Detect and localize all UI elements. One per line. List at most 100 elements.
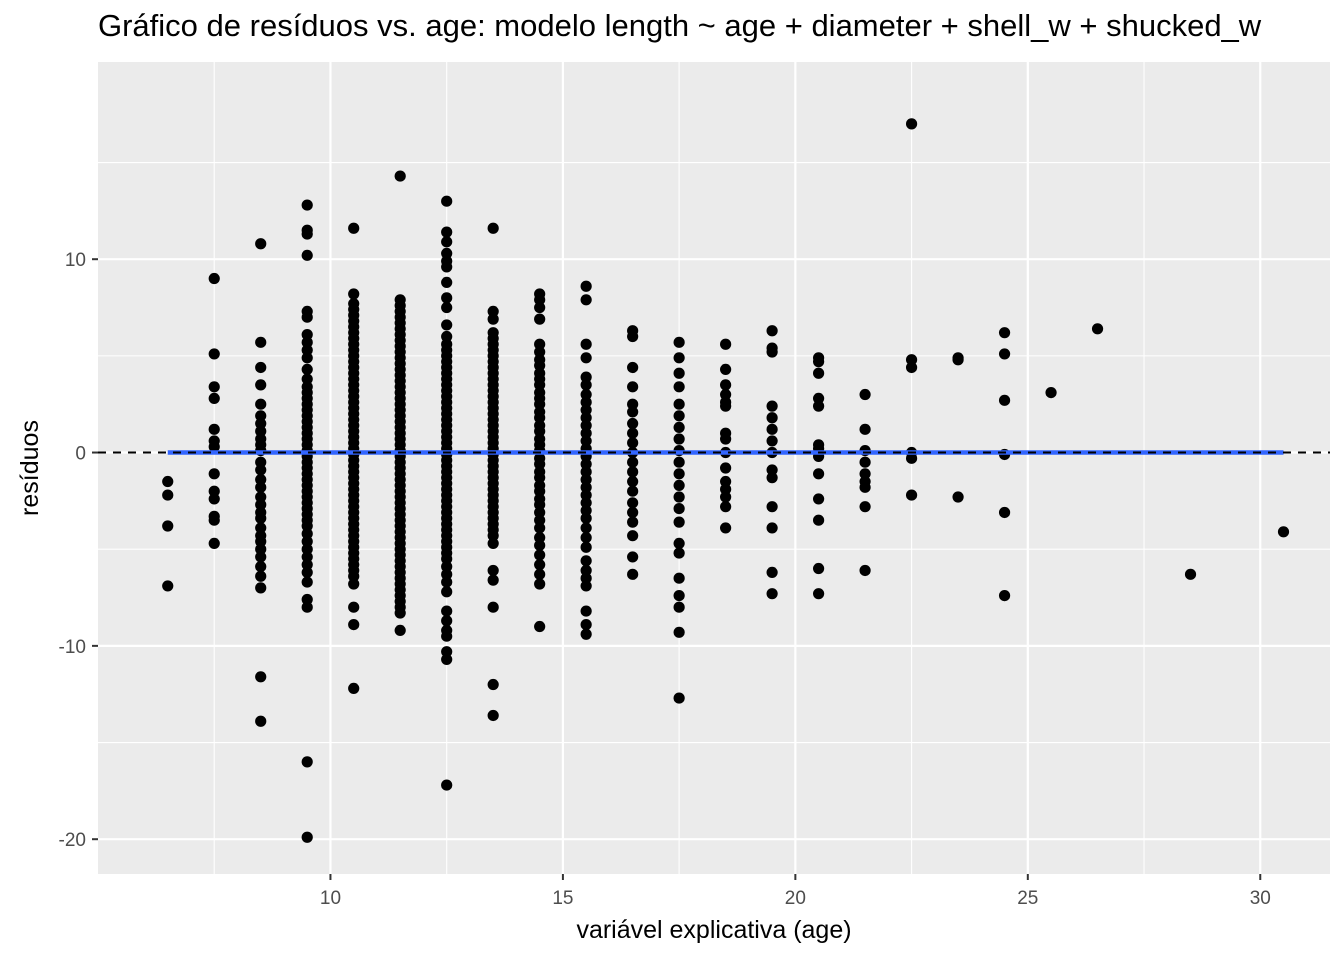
data-point xyxy=(208,423,220,435)
data-point xyxy=(441,653,453,666)
data-point xyxy=(998,506,1011,519)
data-point xyxy=(348,601,360,613)
data-point xyxy=(580,532,592,544)
data-point xyxy=(441,195,453,207)
data-point xyxy=(301,601,313,613)
data-point xyxy=(627,427,639,439)
data-point xyxy=(673,456,685,468)
data-point xyxy=(208,348,220,360)
data-point xyxy=(301,228,313,240)
data-point xyxy=(580,572,592,584)
data-point xyxy=(580,396,592,408)
data-point xyxy=(441,319,453,331)
data-point xyxy=(627,361,639,374)
data-point xyxy=(255,474,267,486)
data-point xyxy=(720,400,732,412)
data-point xyxy=(627,516,639,528)
data-point xyxy=(255,379,267,391)
data-point xyxy=(441,568,453,580)
data-point xyxy=(255,499,267,511)
data-point xyxy=(487,709,499,722)
data-point xyxy=(441,646,453,658)
data-point xyxy=(487,313,499,325)
data-point xyxy=(534,472,546,484)
data-point xyxy=(162,580,174,592)
data-point xyxy=(905,354,918,366)
data-point xyxy=(441,247,453,259)
data-point xyxy=(580,504,592,517)
data-point xyxy=(813,468,825,480)
data-point xyxy=(301,756,313,768)
data-point xyxy=(208,493,220,505)
data-point xyxy=(580,371,592,383)
data-point xyxy=(952,354,964,366)
data-point xyxy=(208,514,220,526)
data-point xyxy=(534,294,546,306)
data-point xyxy=(301,528,313,540)
data-point xyxy=(627,475,639,488)
data-point xyxy=(441,236,453,248)
data-point xyxy=(627,437,639,449)
data-point xyxy=(255,456,267,468)
data-point xyxy=(534,578,546,590)
data-point xyxy=(441,261,453,273)
data-point xyxy=(162,489,174,501)
data-point xyxy=(720,388,732,401)
data-point xyxy=(766,412,778,424)
data-point xyxy=(673,410,685,422)
data-point xyxy=(766,400,778,412)
data-point xyxy=(673,572,685,584)
data-point xyxy=(673,547,685,559)
data-point xyxy=(441,630,453,642)
data-point xyxy=(720,501,732,513)
data-point xyxy=(534,338,546,350)
data-point xyxy=(859,468,871,480)
data-point xyxy=(998,327,1011,339)
data-point xyxy=(534,532,546,544)
data-point xyxy=(673,590,685,602)
data-point xyxy=(255,535,267,548)
data-point xyxy=(580,489,592,501)
plot-panel xyxy=(98,62,1330,874)
data-point xyxy=(348,288,360,300)
data-point xyxy=(348,619,360,631)
data-point xyxy=(255,491,267,503)
data-point xyxy=(673,367,685,379)
data-point xyxy=(859,423,871,435)
data-point xyxy=(766,501,778,513)
data-point xyxy=(627,398,639,410)
data-point xyxy=(534,313,546,325)
data-point xyxy=(534,458,546,470)
data-point xyxy=(580,605,592,617)
data-point xyxy=(766,522,778,534)
data-point xyxy=(813,588,825,600)
x-tick-label: 15 xyxy=(552,888,573,909)
data-point xyxy=(534,499,546,511)
data-point xyxy=(301,551,313,563)
data-point xyxy=(301,593,313,606)
data-point xyxy=(673,601,685,613)
data-point xyxy=(208,381,220,393)
data-point xyxy=(998,590,1011,602)
data-point xyxy=(534,539,546,551)
data-point xyxy=(905,489,918,501)
data-point xyxy=(813,562,825,575)
data-point xyxy=(255,464,267,476)
data-point xyxy=(580,564,592,577)
data-point xyxy=(580,481,592,493)
data-point xyxy=(627,568,639,580)
x-tick-label: 30 xyxy=(1250,888,1271,909)
data-point xyxy=(301,535,313,548)
data-point xyxy=(255,543,267,555)
y-tick-label: 10 xyxy=(65,250,86,271)
data-point xyxy=(255,570,267,582)
data-point xyxy=(580,435,592,447)
data-point xyxy=(441,561,453,573)
data-point xyxy=(394,624,406,637)
y-tick-label: -20 xyxy=(59,830,86,851)
data-point xyxy=(208,392,220,404)
data-point xyxy=(255,417,267,430)
data-point xyxy=(301,311,313,323)
data-point xyxy=(627,466,639,478)
data-point xyxy=(255,238,267,250)
